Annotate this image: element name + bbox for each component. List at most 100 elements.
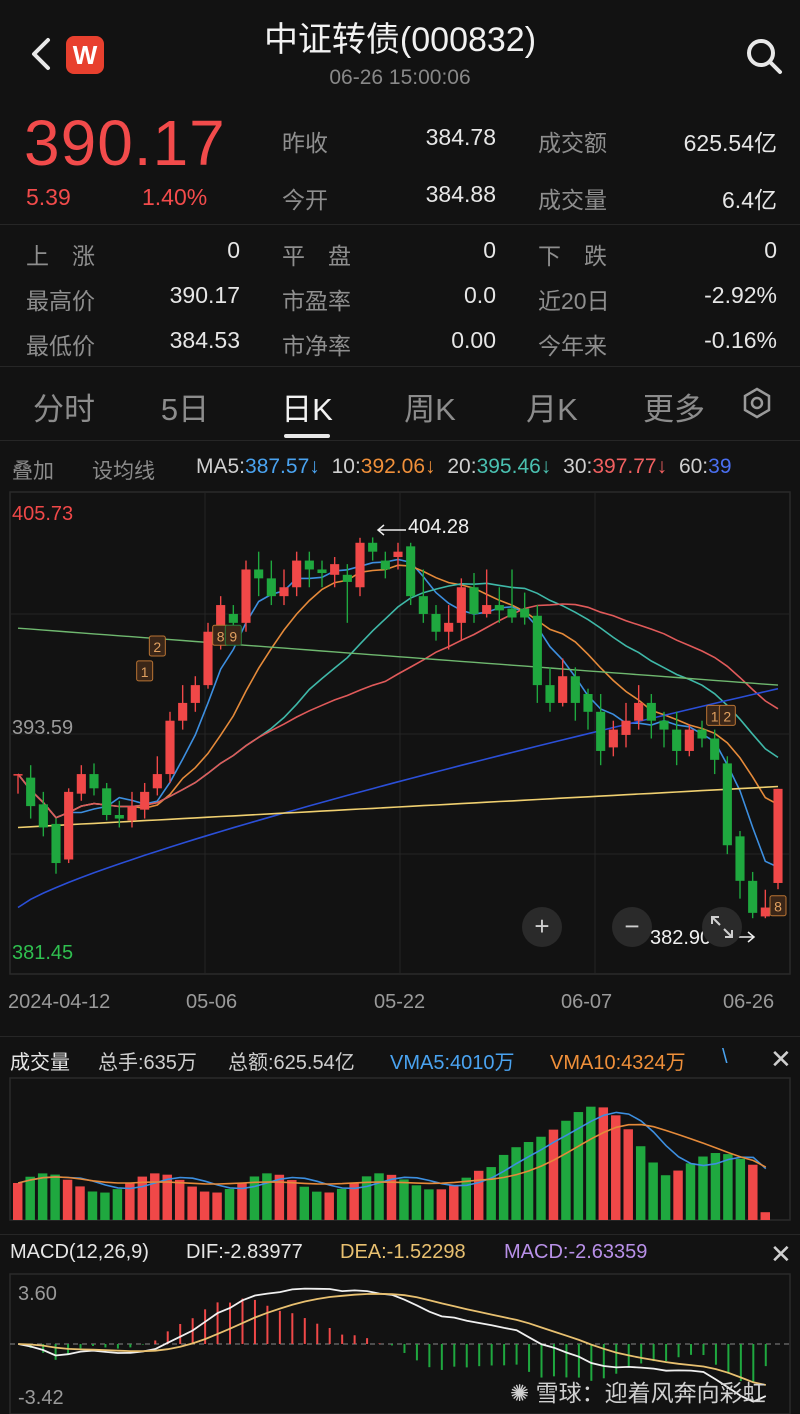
candle — [634, 702, 644, 721]
back-icon[interactable] — [22, 34, 62, 74]
tab-monthly-k[interactable]: 月K — [526, 392, 578, 427]
volume-bar — [299, 1186, 310, 1220]
volume-close-icon[interactable]: ✕ — [770, 1044, 792, 1074]
volume-bar — [237, 1182, 247, 1220]
candle — [672, 729, 682, 751]
signal-marker — [148, 635, 166, 657]
volume-bar — [411, 1185, 422, 1220]
volume-total-amount: 总额:625.54亿 — [228, 1052, 355, 1074]
candle — [254, 569, 264, 579]
volume-bar — [262, 1173, 272, 1220]
volume-bar — [274, 1174, 285, 1220]
candle — [241, 569, 251, 623]
zoom-in-button[interactable]: + — [522, 907, 562, 947]
volume-bar — [523, 1142, 534, 1220]
volume-bar — [174, 1179, 185, 1220]
search-icon[interactable] — [744, 36, 784, 76]
divider — [0, 440, 800, 441]
candle — [228, 613, 238, 623]
candle — [735, 836, 745, 881]
candle — [659, 720, 669, 730]
tab-daily-k[interactable]: 日K — [281, 392, 333, 427]
volume-bar — [399, 1179, 409, 1220]
tab-more[interactable]: 更多 — [643, 392, 705, 427]
overlay-button[interactable]: 叠加 — [12, 460, 54, 483]
prev-close-value: 384.78 — [425, 124, 496, 150]
candle — [583, 694, 593, 712]
set-ma-button[interactable]: 设均线 — [92, 460, 155, 483]
d20-value: -2.92% — [704, 282, 777, 308]
volume-label: 成交量 — [538, 187, 607, 213]
volume-chart — [9, 1077, 791, 1221]
tab-intraday[interactable]: 分时 — [33, 392, 95, 427]
volume-bar — [461, 1177, 471, 1220]
candle — [456, 587, 466, 623]
volume-bar — [75, 1186, 85, 1220]
candle — [26, 777, 36, 807]
vma10-value: VMA10:4324万 — [550, 1052, 686, 1074]
volume-bar — [37, 1173, 48, 1220]
zoom-out-button[interactable]: − — [612, 907, 652, 947]
volume-bar — [87, 1191, 98, 1220]
watermark: ✺ 雪球：迎着风奔向彩虹 — [510, 1380, 766, 1406]
page-title: 中证转债(000832) — [263, 21, 537, 59]
dea-line — [18, 1292, 766, 1386]
volume-bar — [735, 1158, 746, 1220]
signal-marker-label: 8 — [217, 628, 225, 644]
ma10-line — [17, 564, 779, 819]
volume-bar — [685, 1163, 696, 1220]
ytd-label: 今年来 — [538, 333, 607, 359]
zoom-in-icon: + — [534, 911, 549, 941]
down-value: 0 — [764, 237, 777, 263]
volume-bar — [336, 1188, 347, 1220]
volume-bar — [162, 1174, 172, 1220]
vma10-line — [18, 1123, 767, 1185]
pe-label: 市盈率 — [282, 288, 351, 314]
macd-dea: DEA:-1.52298 — [340, 1241, 466, 1263]
macd-close-icon[interactable]: ✕ — [770, 1239, 792, 1269]
candle — [431, 613, 441, 632]
volume-bar — [361, 1176, 372, 1220]
candle — [330, 564, 340, 575]
tab-5day[interactable]: 5日 — [160, 392, 210, 427]
candle — [393, 551, 403, 558]
candle — [469, 587, 479, 614]
candle — [621, 720, 631, 735]
candle — [13, 774, 23, 776]
volume-bar — [598, 1107, 609, 1220]
divider — [0, 1036, 800, 1037]
open-value: 384.88 — [425, 181, 496, 207]
ma-long-line — [17, 627, 779, 686]
signal-marker — [224, 624, 242, 646]
date-tick-1: 2024-04-12 — [8, 991, 110, 1013]
volume-bar — [324, 1192, 334, 1220]
volume-bar — [150, 1173, 160, 1220]
candle — [304, 560, 314, 570]
app-logo-icon: W — [66, 36, 104, 74]
divider — [0, 1234, 800, 1235]
volume-bar — [349, 1182, 359, 1220]
d20-label: 近20日 — [538, 288, 610, 314]
high-annotation: 404.28 — [376, 516, 469, 538]
candle — [51, 823, 61, 864]
volume-bar — [748, 1164, 758, 1220]
candle — [710, 738, 720, 760]
volume-bar — [586, 1106, 596, 1220]
candle — [773, 788, 783, 883]
settings-icon[interactable] — [740, 386, 774, 420]
volume-bar — [424, 1189, 434, 1220]
volume-bar — [374, 1173, 384, 1220]
date-tick-5: 06-26 — [723, 991, 774, 1013]
low-value: 384.53 — [169, 327, 240, 353]
candle — [748, 880, 758, 913]
candle — [140, 791, 150, 810]
volume-bar — [548, 1129, 559, 1220]
fullscreen-icon[interactable] — [702, 907, 742, 947]
candle — [190, 685, 200, 703]
tab-weekly-k[interactable]: 周K — [404, 392, 456, 427]
volume-bar — [511, 1147, 521, 1220]
candle — [89, 774, 99, 789]
ytd-value: -0.16% — [704, 327, 777, 353]
candle — [127, 806, 137, 821]
